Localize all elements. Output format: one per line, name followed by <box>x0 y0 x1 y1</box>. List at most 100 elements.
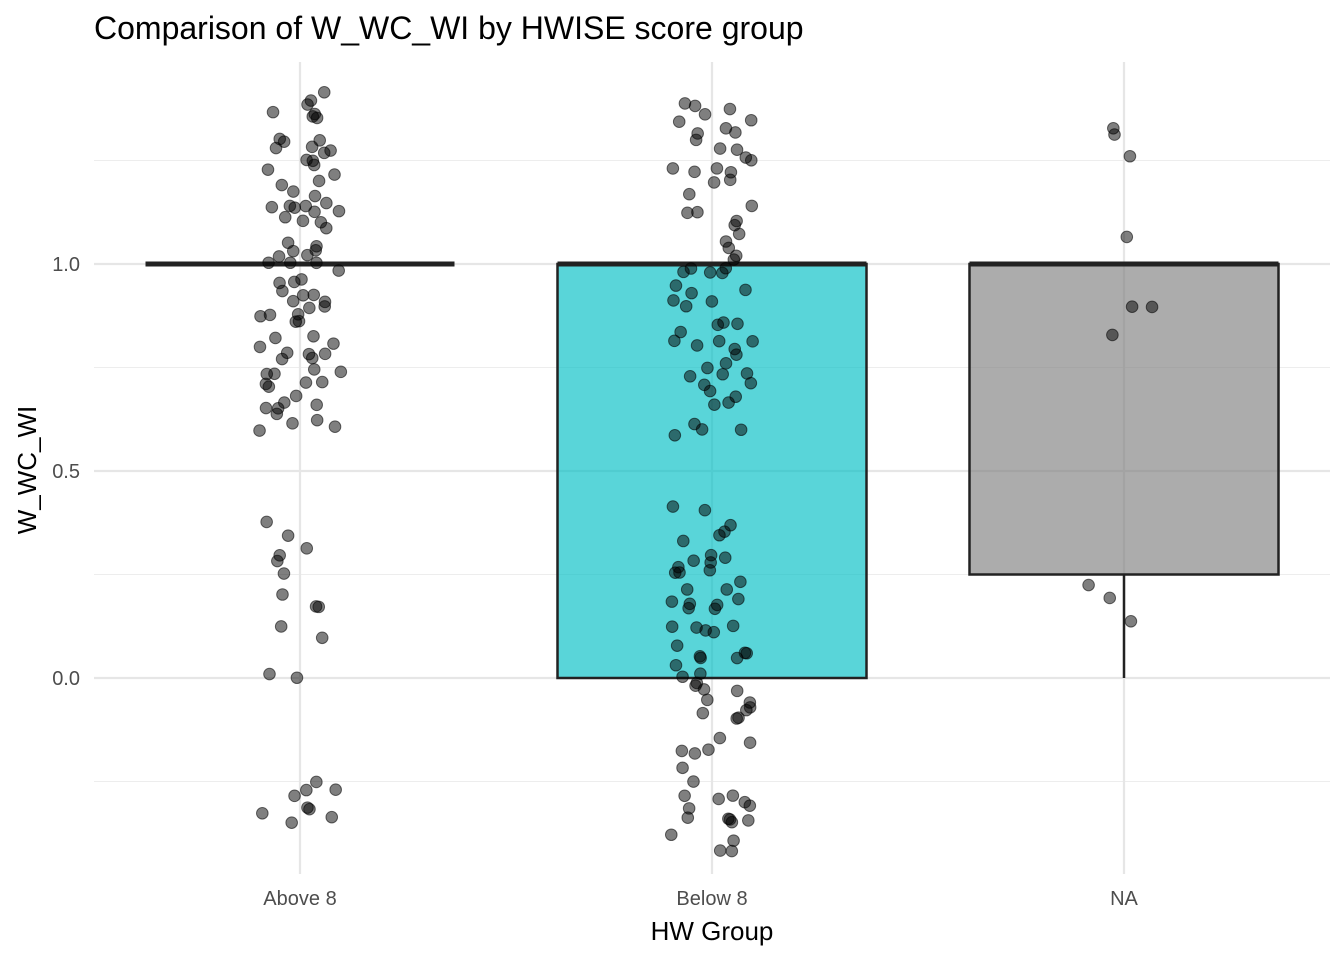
data-point <box>286 294 300 308</box>
data-point <box>668 566 682 580</box>
data-point <box>744 113 758 127</box>
data-point <box>309 244 323 257</box>
data-point <box>332 264 345 277</box>
data-point <box>276 284 289 298</box>
data-point <box>300 542 314 555</box>
data-point <box>701 361 714 375</box>
data-point <box>687 775 700 788</box>
data-point <box>328 420 342 434</box>
y-tick-label: 0.5 <box>52 461 80 483</box>
data-point <box>299 376 313 389</box>
data-point <box>668 428 682 442</box>
data-point <box>299 199 313 213</box>
data-point <box>256 806 269 820</box>
box-na <box>968 261 1280 678</box>
data-point <box>710 598 724 612</box>
data-point <box>296 214 310 228</box>
data-point <box>266 105 280 119</box>
data-point <box>273 549 286 562</box>
data-point <box>300 783 313 797</box>
data-point <box>734 575 747 589</box>
data-point <box>306 154 320 168</box>
data-point <box>310 413 324 427</box>
data-point <box>679 299 693 313</box>
data-point <box>688 747 702 760</box>
data-point <box>726 789 740 802</box>
data-point <box>303 301 316 315</box>
data-point <box>288 201 302 214</box>
data-point <box>280 346 294 360</box>
data-point <box>260 367 274 381</box>
data-point <box>696 706 710 720</box>
x-tick-label: NA <box>1110 888 1138 910</box>
data-point <box>287 185 300 198</box>
data-point <box>307 329 320 343</box>
data-point <box>713 142 727 155</box>
data-point <box>260 515 273 529</box>
data-point <box>713 528 726 542</box>
points-below-8 <box>664 97 759 858</box>
data-point <box>263 667 276 681</box>
data-point <box>664 828 678 842</box>
data-point <box>670 639 684 652</box>
data-point <box>275 178 289 192</box>
data-point <box>308 205 321 219</box>
data-point <box>719 261 733 275</box>
data-point <box>680 583 694 596</box>
data-point <box>725 844 739 858</box>
data-point <box>318 300 332 313</box>
data-point <box>1120 230 1134 244</box>
data-point <box>309 600 323 613</box>
points-above-8 <box>253 85 348 829</box>
y-tick-label: 0.0 <box>52 668 80 690</box>
data-point <box>719 235 733 248</box>
data-point <box>315 631 329 645</box>
data-point <box>743 696 757 709</box>
data-point <box>320 196 333 210</box>
data-point <box>1107 121 1120 135</box>
data-point <box>332 204 346 218</box>
data-point <box>276 588 289 601</box>
x-tick-label: Above 8 <box>263 888 336 910</box>
data-point <box>285 816 298 829</box>
data-point <box>667 294 680 307</box>
data-point <box>730 712 743 725</box>
data-point <box>1103 591 1117 605</box>
data-point <box>678 789 691 803</box>
data-point <box>1106 328 1119 342</box>
data-point <box>308 189 322 203</box>
data-point <box>723 173 737 187</box>
data-point <box>310 775 323 789</box>
data-point <box>259 401 273 415</box>
data-point <box>281 236 295 250</box>
data-point <box>307 363 321 376</box>
data-point <box>743 736 757 750</box>
data-point <box>324 144 337 157</box>
data-point <box>703 384 717 398</box>
data-point <box>746 335 759 348</box>
data-point <box>685 286 698 300</box>
data-point <box>310 256 323 270</box>
data-point <box>272 250 286 263</box>
data-point <box>740 367 754 380</box>
data-point <box>281 529 295 542</box>
data-point <box>691 127 704 140</box>
data-point <box>731 317 744 331</box>
data-point <box>290 671 304 685</box>
data-point <box>253 424 266 437</box>
data-point <box>288 789 301 803</box>
data-point <box>708 398 721 411</box>
data-point <box>676 534 690 548</box>
data-point <box>665 620 679 634</box>
data-point <box>263 308 277 322</box>
data-point <box>329 783 342 797</box>
data-point <box>681 811 695 824</box>
data-point <box>310 398 323 412</box>
data-point <box>716 367 729 381</box>
data-point <box>295 273 308 286</box>
data-point <box>672 115 686 129</box>
data-point <box>704 548 718 562</box>
data-point <box>698 503 712 517</box>
data-point <box>1124 614 1138 628</box>
